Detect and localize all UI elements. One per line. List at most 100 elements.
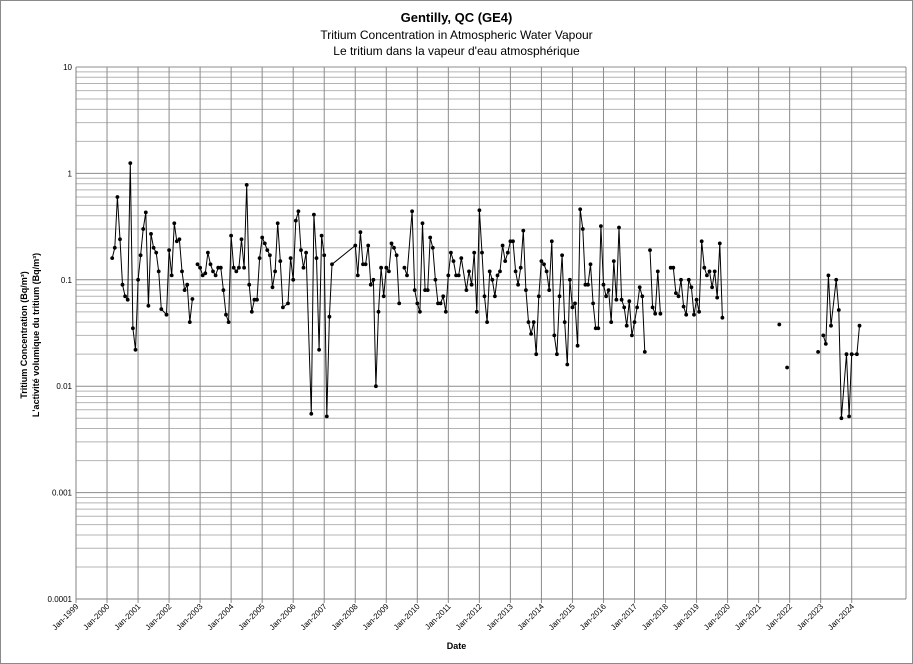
data-point [293, 218, 298, 223]
data-point [255, 297, 259, 302]
data-point [495, 273, 500, 278]
data-point [216, 265, 221, 270]
data-point [180, 269, 184, 274]
data-point [242, 265, 247, 270]
data-point [206, 250, 210, 255]
data-point [648, 248, 652, 253]
x-tick-label: Jan-2022 [764, 602, 794, 632]
data-point [505, 250, 510, 255]
data-point [650, 305, 655, 310]
data-point [203, 271, 208, 276]
data-point [358, 230, 363, 235]
data-point [182, 288, 187, 292]
data-point [611, 259, 616, 263]
data-point [319, 233, 324, 238]
data-point [368, 282, 373, 287]
data-point [526, 320, 531, 324]
data-point [847, 414, 851, 419]
data-point [187, 320, 192, 324]
chart-title: Gentilly, QC (GE4) [400, 10, 513, 25]
x-tick-label: Jan-2013 [485, 602, 515, 632]
data-point [593, 326, 598, 331]
data-point [689, 285, 694, 290]
data-point [200, 273, 205, 278]
data-point [785, 365, 789, 370]
x-tick-label: Jan-2001 [113, 602, 143, 632]
data-point [410, 209, 414, 214]
data-point [226, 320, 231, 324]
data-point [131, 326, 135, 331]
data-point [275, 221, 280, 226]
data-point [503, 259, 508, 263]
data-point [244, 183, 249, 187]
data-point [309, 411, 314, 416]
data-point [376, 309, 381, 314]
data-point [604, 294, 608, 299]
data-point [268, 253, 272, 258]
data-point [826, 273, 831, 278]
data-point [583, 282, 588, 287]
data-point [405, 273, 409, 278]
data-point [692, 312, 696, 317]
data-point [549, 239, 554, 244]
data-point [474, 309, 479, 314]
data-point [702, 265, 707, 270]
data-point [118, 237, 122, 242]
data-point [542, 262, 546, 267]
y-tick-label: 0.1 [61, 276, 73, 285]
data-point [190, 297, 195, 301]
data-point [467, 269, 471, 274]
data-point [146, 303, 151, 308]
series-line [403, 209, 646, 365]
data-point [418, 309, 422, 314]
data-point [456, 273, 461, 278]
data-point [211, 269, 215, 274]
data-point [449, 250, 453, 255]
data-point [281, 305, 285, 310]
data-point [697, 309, 701, 314]
data-point [363, 262, 368, 267]
x-tick-label: Jan-2005 [237, 602, 267, 632]
x-tick-label: Jan-2021 [733, 602, 763, 632]
data-point [164, 312, 169, 317]
data-point [247, 282, 252, 287]
data-point [229, 233, 234, 238]
data-point [534, 352, 539, 357]
data-point [720, 315, 725, 320]
data-point [518, 265, 523, 270]
data-point [265, 248, 270, 253]
data-point [366, 243, 371, 248]
data-point [252, 297, 257, 302]
data-point [167, 248, 172, 253]
data-point [115, 195, 120, 199]
data-point [477, 208, 482, 213]
x-axis-label: Date [446, 641, 467, 651]
data-point [371, 277, 376, 282]
data-point [239, 237, 244, 242]
data-point [128, 161, 133, 166]
data-point [237, 265, 241, 270]
data-point [174, 239, 179, 244]
x-tick-label: Jan-2014 [516, 602, 546, 632]
data-point [314, 256, 319, 260]
data-point [640, 294, 645, 299]
data-point [472, 250, 477, 255]
data-point [425, 288, 430, 292]
data-point [231, 265, 236, 270]
data-point [120, 282, 125, 287]
x-tick-label: Jan-2015 [547, 602, 577, 632]
chart-subtitle-fr: Le tritium dans la vapeur d'eau atmosphé… [333, 44, 580, 58]
data-point [849, 352, 854, 357]
data-point [653, 311, 658, 316]
data-point [547, 288, 552, 292]
data-point [686, 277, 691, 282]
data-point [632, 320, 637, 324]
data-point [668, 265, 673, 270]
data-point [557, 294, 562, 299]
data-point [270, 285, 275, 290]
data-point [291, 277, 296, 282]
data-point [513, 269, 518, 274]
x-tick-label: Jan-2007 [299, 602, 329, 632]
data-point [573, 301, 577, 306]
x-tick-label: Jan-2020 [702, 602, 732, 632]
